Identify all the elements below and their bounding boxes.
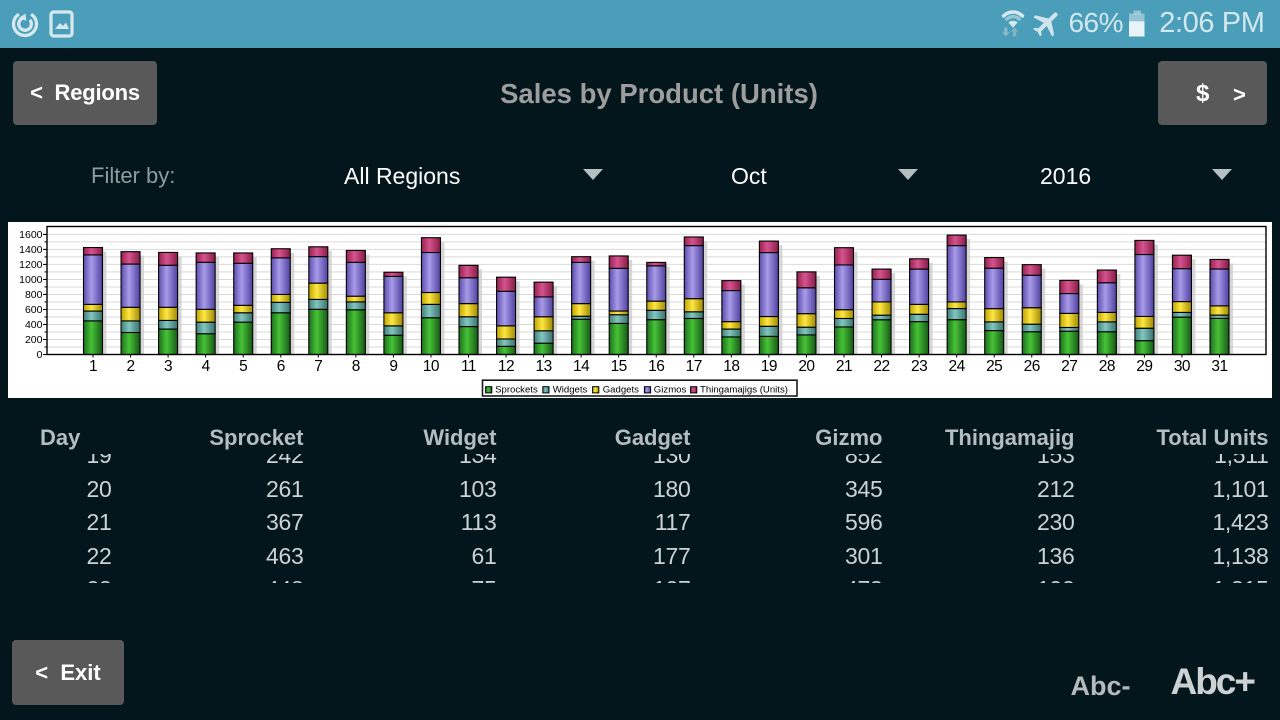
svg-text:8: 8 bbox=[352, 358, 360, 375]
svg-text:1200: 1200 bbox=[19, 259, 43, 271]
svg-text:16: 16 bbox=[648, 358, 664, 375]
svg-text:15: 15 bbox=[611, 358, 627, 375]
svg-text:11: 11 bbox=[461, 358, 476, 375]
svg-text:1400: 1400 bbox=[19, 244, 43, 256]
svg-text:6: 6 bbox=[277, 358, 285, 375]
svg-text:800: 800 bbox=[25, 289, 43, 301]
svg-text:Thingamajigs (Units): Thingamajigs (Units) bbox=[700, 385, 788, 396]
svg-text:1000: 1000 bbox=[19, 274, 43, 286]
svg-text:29: 29 bbox=[1136, 358, 1152, 375]
svg-text:0: 0 bbox=[37, 349, 43, 361]
svg-text:22: 22 bbox=[873, 358, 889, 375]
svg-text:1600: 1600 bbox=[19, 229, 43, 241]
svg-text:18: 18 bbox=[723, 358, 739, 375]
svg-text:27: 27 bbox=[1061, 358, 1077, 375]
svg-text:19: 19 bbox=[761, 358, 777, 375]
svg-text:Sprockets: Sprockets bbox=[495, 385, 538, 396]
svg-text:13: 13 bbox=[535, 358, 551, 375]
svg-text:1: 1 bbox=[89, 358, 97, 375]
svg-text:12: 12 bbox=[498, 358, 514, 375]
svg-text:9: 9 bbox=[389, 358, 397, 375]
svg-text:Gadgets: Gadgets bbox=[603, 385, 639, 396]
svg-text:20: 20 bbox=[798, 358, 815, 375]
svg-text:21: 21 bbox=[836, 358, 852, 375]
svg-text:24: 24 bbox=[949, 358, 966, 375]
svg-text:17: 17 bbox=[686, 358, 702, 375]
svg-text:4: 4 bbox=[202, 358, 211, 375]
svg-text:30: 30 bbox=[1174, 358, 1191, 375]
svg-text:2: 2 bbox=[126, 358, 134, 375]
svg-text:14: 14 bbox=[573, 358, 590, 375]
svg-text:25: 25 bbox=[986, 358, 1002, 375]
svg-text:31: 31 bbox=[1211, 358, 1227, 375]
svg-text:23: 23 bbox=[911, 358, 927, 375]
svg-text:5: 5 bbox=[239, 358, 247, 375]
svg-text:Gizmos: Gizmos bbox=[654, 385, 687, 396]
svg-text:26: 26 bbox=[1024, 358, 1040, 375]
svg-text:28: 28 bbox=[1099, 358, 1115, 375]
svg-text:200: 200 bbox=[25, 334, 43, 346]
svg-text:3: 3 bbox=[164, 358, 172, 375]
svg-text:Widgets: Widgets bbox=[553, 385, 588, 396]
svg-text:400: 400 bbox=[25, 319, 43, 331]
svg-text:10: 10 bbox=[423, 358, 440, 375]
svg-text:600: 600 bbox=[25, 304, 43, 316]
svg-text:7: 7 bbox=[314, 358, 322, 375]
